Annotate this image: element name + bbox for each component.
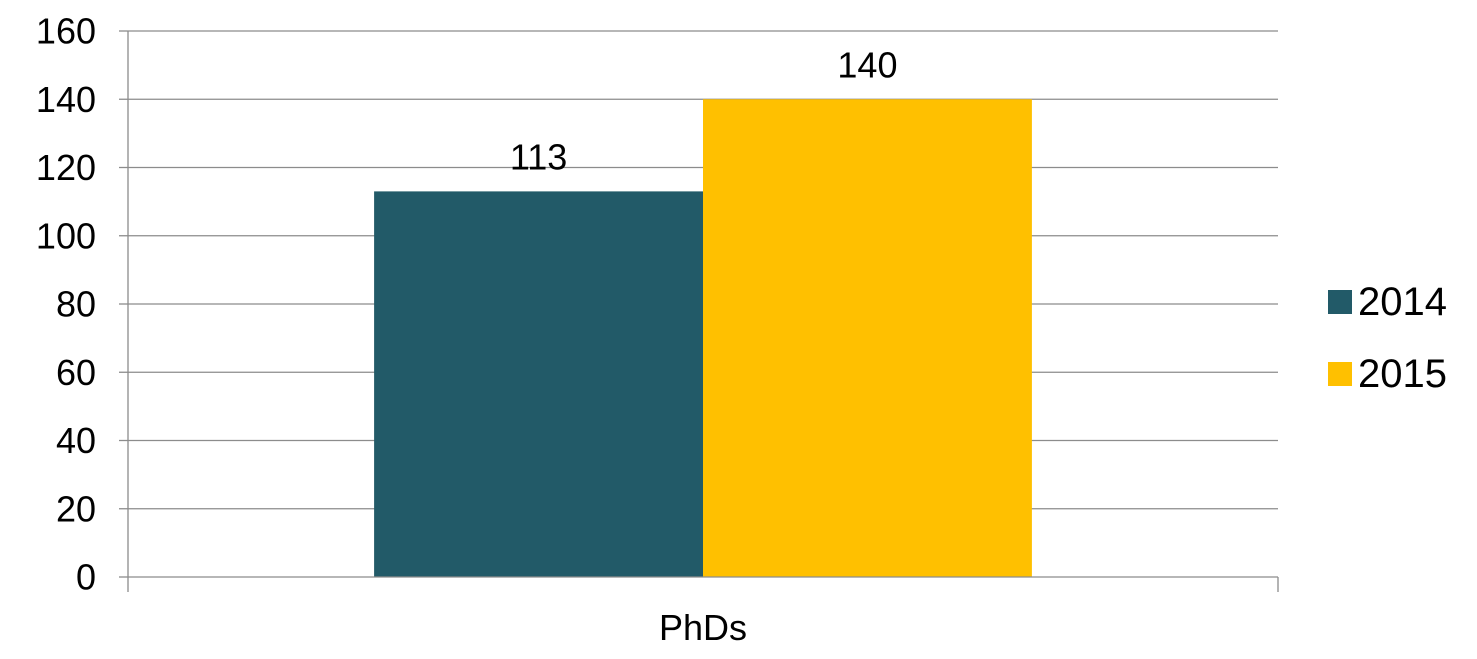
legend-label-2014: 2014	[1358, 280, 1447, 324]
x-tick-labels: PhDs	[659, 607, 747, 648]
y-tick-labels: 0 20 40 60 80 100 120 140 160	[36, 11, 96, 598]
y-tick-label: 80	[56, 284, 96, 325]
x-tick-label: PhDs	[659, 607, 747, 648]
y-tick-label: 120	[36, 147, 96, 188]
y-tick-label: 60	[56, 352, 96, 393]
bar-2015-phds	[703, 99, 1032, 577]
y-tick-label: 40	[56, 420, 96, 461]
axes	[119, 30, 1279, 592]
legend-swatch-2015	[1328, 362, 1352, 386]
y-tick-label: 20	[56, 488, 96, 529]
bars	[374, 99, 1032, 577]
y-tick-label: 100	[36, 215, 96, 256]
bar-2014-phds	[374, 191, 703, 577]
legend-swatch-2014	[1328, 290, 1352, 314]
legend-label-2015: 2015	[1358, 352, 1447, 396]
y-tick-label: 140	[36, 79, 96, 120]
legend: 2014 2015	[1328, 280, 1447, 396]
data-label-2014: 113	[510, 136, 567, 177]
data-label-2015: 140	[837, 44, 897, 85]
data-labels: 113 140	[510, 44, 898, 177]
y-tick-label: 0	[76, 557, 96, 598]
y-tick-label: 160	[36, 11, 96, 52]
